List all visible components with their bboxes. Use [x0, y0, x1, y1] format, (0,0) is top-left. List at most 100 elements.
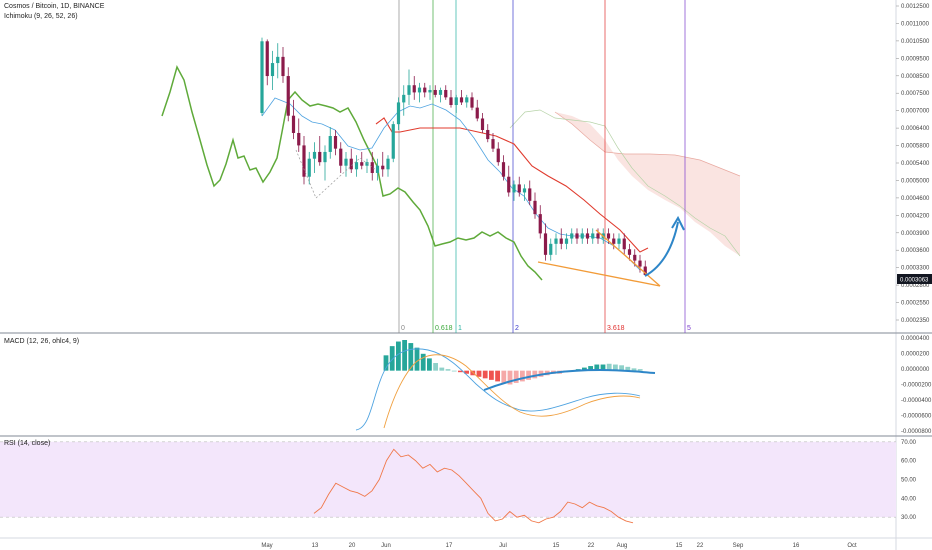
candle-body	[370, 162, 374, 173]
price-tick-label: 0.0010500	[901, 39, 930, 45]
candle-body	[475, 107, 479, 119]
candle-body	[412, 85, 416, 93]
candle-body	[617, 238, 621, 244]
candle-body	[312, 151, 317, 159]
candle-body	[276, 56, 280, 64]
candle-body	[407, 85, 411, 95]
macd-histogram-bar	[433, 363, 438, 371]
macd-histogram-bar	[588, 366, 593, 371]
wedge-lower-line	[537, 261, 661, 287]
time-tick-label: 22	[588, 543, 595, 549]
rsi-pane: 70.00 60.00 50.00 40.00 30.00	[0, 440, 917, 524]
price-axis[interactable]: 0.0012500 0.0011000 0.0010500 0.0009500 0.00…	[896, 4, 930, 324]
candle-body	[354, 162, 359, 170]
candle-body	[328, 136, 332, 152]
macd-histogram-bar	[495, 370, 500, 382]
candle-body	[260, 41, 264, 113]
rsi-tick-label: 70.00	[901, 440, 917, 446]
price-tick-label: 0.0003600	[901, 248, 930, 254]
kumo-fill	[555, 112, 740, 256]
time-axis[interactable]: May 13 20 Jun 17 Jul 15 22 Aug 15 22 Sep 16 Oct	[261, 543, 857, 549]
candle-body	[486, 129, 490, 140]
candle-body	[360, 162, 364, 166]
candle-body	[428, 89, 432, 93]
candle-body	[638, 260, 642, 267]
macd-histogram-bar	[439, 367, 445, 371]
candle-body	[570, 233, 574, 239]
base-line	[375, 117, 649, 253]
fib-zone-label: 5	[687, 325, 691, 332]
candle-body	[365, 162, 369, 166]
candle-body	[381, 165, 385, 170]
macd-histogram-bar	[625, 366, 631, 371]
macd-tick-label: -0.0000800	[901, 429, 932, 435]
signal-line	[383, 354, 641, 429]
candle-body	[517, 184, 521, 193]
candle-body	[323, 151, 327, 163]
price-tick-label: 0.0003900	[901, 231, 930, 237]
ichimoku-cloud	[509, 109, 741, 257]
candle-body	[302, 145, 306, 177]
macd-histogram-bar	[464, 370, 469, 374]
time-tick-label: Sep	[733, 543, 744, 549]
candle-body	[465, 97, 469, 103]
candle-body	[538, 214, 542, 234]
arrow-head-icon	[671, 215, 685, 231]
candle-body	[554, 238, 558, 244]
macd-histogram-bar	[619, 365, 624, 371]
candle-body	[533, 200, 537, 215]
candle-body	[423, 87, 427, 93]
candle-body	[633, 254, 637, 261]
candle-body	[307, 158, 311, 177]
candle-body	[339, 148, 343, 166]
pattern-dashed-line	[295, 149, 377, 199]
macd-histogram-bar	[600, 364, 606, 371]
candle-body	[512, 184, 516, 193]
candle-body	[606, 233, 611, 239]
drawings	[295, 149, 685, 287]
macd-histogram-bar	[470, 370, 476, 376]
candle-body	[549, 243, 553, 255]
price-tick-label: 0.0005400	[901, 161, 930, 167]
macd-histogram-bar	[402, 340, 407, 371]
macd-tick-label: -0.0000600	[901, 414, 932, 420]
chart-title: Cosmos / Bitcoin, 1D, BINANCE	[4, 3, 105, 10]
candle-body	[507, 176, 511, 193]
candle-body	[491, 139, 495, 149]
ichimoku-legend: Ichimoku (9, 26, 52, 26)	[4, 13, 78, 20]
projection-arrow	[644, 221, 679, 277]
macd-tick-label: -0.0000400	[901, 398, 932, 404]
macd-histogram-bar	[414, 347, 420, 371]
price-tick-label: 0.0005000	[901, 178, 930, 184]
candle-body	[433, 89, 437, 95]
rsi-tick-label: 30.00	[901, 515, 917, 521]
time-tick-label: 15	[676, 543, 683, 549]
candle-body	[386, 158, 390, 170]
candle-body	[612, 238, 616, 244]
price-tick-label: 0.0005800	[901, 144, 930, 150]
time-tick-label: May	[261, 543, 272, 549]
candle-body	[349, 158, 353, 170]
rsi-legend: RSI (14, close)	[4, 440, 51, 447]
macd-histogram-bar	[594, 364, 600, 371]
candle-body	[449, 97, 453, 106]
candle-body	[501, 162, 506, 177]
candle-body	[575, 233, 579, 239]
candle-body	[522, 188, 527, 193]
price-tick-label: 0.0004200	[901, 213, 930, 219]
time-tick-label: Oct	[847, 543, 857, 549]
macd-tick-label: 0.0000000	[901, 367, 930, 373]
price-tick-label: 0.0002800	[901, 283, 930, 289]
macd-histogram-bar	[420, 353, 426, 371]
macd-tick-label: -0.0000200	[901, 383, 932, 389]
candle-body	[281, 56, 285, 77]
candle-body	[559, 238, 563, 244]
candle-body	[622, 238, 626, 250]
macd-histogram-bar	[389, 346, 395, 371]
price-tick-label: 0.0011000	[901, 21, 930, 27]
price-tick-label: 0.0003300	[901, 266, 930, 272]
fib-time-zones: 0 0.618 1 2 3.618 5	[398, 0, 691, 333]
candle-body	[318, 151, 322, 163]
macd-histogram-bar	[408, 343, 414, 371]
